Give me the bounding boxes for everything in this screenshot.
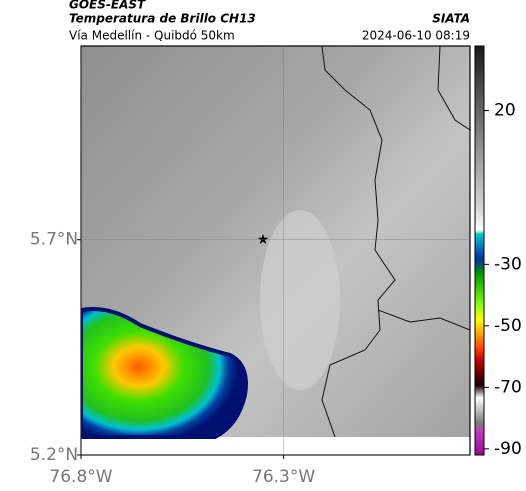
- map-image: [81, 46, 470, 455]
- colorbar-tick-label: 20: [494, 101, 516, 121]
- colorbar-tick-label: -30: [494, 254, 522, 274]
- subtitle: Temperatura de Brillo CH13: [69, 12, 256, 26]
- datetime: 2024-06-10 08:19: [362, 29, 470, 43]
- colorbar-tick-label: -50: [494, 316, 522, 336]
- location: Vía Medellín - Quibdó 50km: [69, 29, 235, 43]
- title: GOES-EAST: [69, 0, 146, 12]
- colorbar: [474, 45, 485, 456]
- lat-tick-label: 5.7°N: [30, 230, 78, 250]
- lon-tick-label: 76.3°W: [252, 467, 315, 487]
- colorbar-tick-label: -70: [494, 377, 522, 397]
- colorbar-tick-label: -90: [494, 439, 522, 459]
- lat-tick-label: 5.2°N: [30, 445, 78, 465]
- source: SIATA: [432, 12, 470, 26]
- lon-tick-label: 76.8°W: [49, 467, 112, 487]
